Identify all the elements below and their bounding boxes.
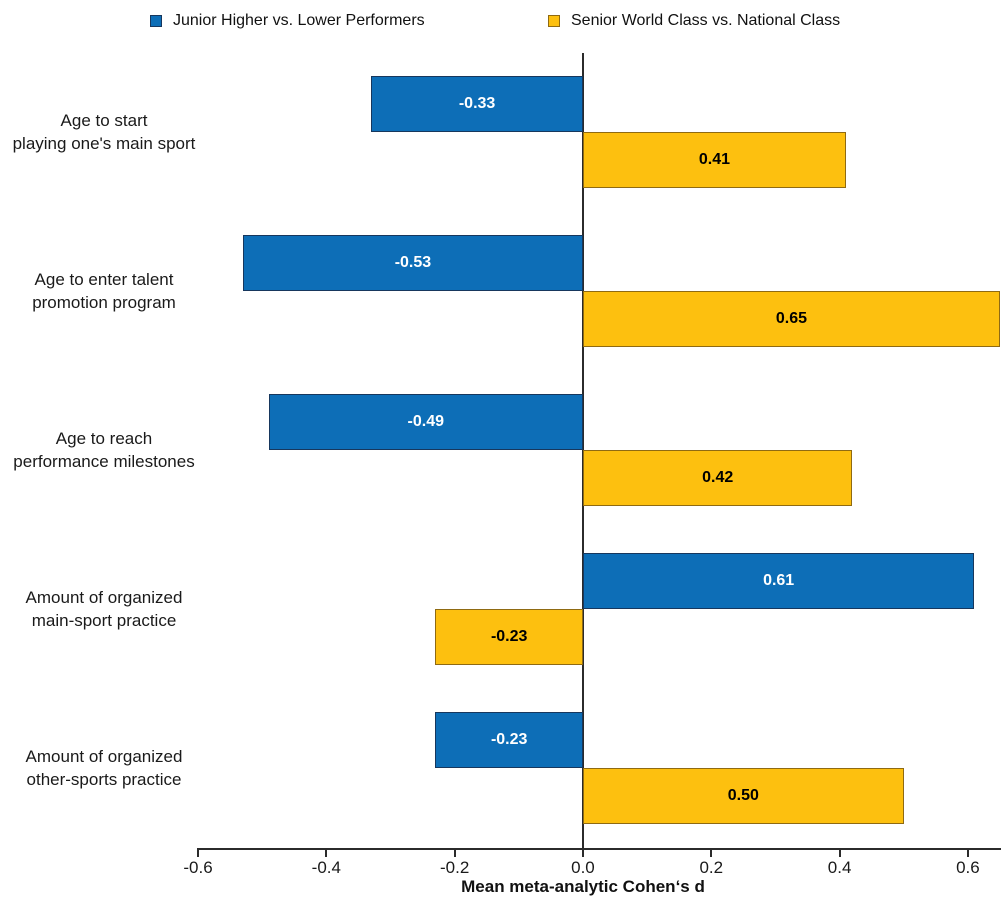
x-axis-tick: [710, 848, 713, 857]
bar-value-label: -0.49: [407, 413, 444, 430]
x-axis-tick: [581, 848, 584, 857]
x-axis-tick-label: 0.6: [956, 858, 980, 877]
bar-value-label: 0.41: [698, 151, 731, 168]
x-axis-line: [198, 848, 1001, 850]
category-label: Age to start playing one's main sport: [12, 111, 196, 153]
legend-swatch-yellow: [548, 15, 560, 27]
bar-value-label: 0.61: [763, 572, 795, 589]
x-axis-tick: [197, 848, 199, 857]
x-axis-tick-label: 0.2: [699, 858, 724, 877]
x-axis-title: Mean meta-analytic Cohen‘s d: [461, 877, 705, 896]
x-axis-tick-label: -0.4: [311, 858, 341, 877]
bar-value-label: -0.53: [394, 254, 432, 271]
legend-item-senior: Senior World Class vs. National Class: [548, 10, 840, 32]
x-axis-tick: [325, 848, 328, 857]
category-label: Age to enter talent promotion program: [32, 270, 176, 312]
bar-junior: 0.61: [582, 553, 975, 609]
bar-value-label: -0.23: [490, 731, 528, 748]
x-axis-tick: [966, 848, 969, 857]
bar-value-label: -0.33: [458, 95, 496, 112]
legend-label: Junior Higher vs. Lower Performers: [173, 12, 425, 29]
legend-label: Senior World Class vs. National Class: [571, 12, 841, 29]
category-label: Amount of organized other-sports practice: [25, 747, 183, 789]
bar-senior: 0.50: [582, 768, 904, 824]
bar-junior: -0.49: [268, 394, 583, 450]
category-label: Amount of organized main-sport practice: [25, 588, 183, 630]
x-axis-tick-label: -0.2: [439, 858, 470, 877]
bar-junior: -0.53: [242, 235, 583, 291]
bar-junior: -0.33: [371, 76, 583, 132]
bar-senior: 0.41: [582, 132, 846, 188]
x-axis-tick-label: 0.0: [571, 858, 595, 877]
bar-senior: 0.65: [582, 291, 1000, 347]
x-axis-tick: [838, 848, 841, 857]
bar-senior: -0.23: [435, 609, 583, 665]
legend-swatch-blue: [150, 15, 162, 27]
legend-item-junior: Junior Higher vs. Lower Performers: [150, 10, 425, 32]
bar-value-label: -0.23: [490, 628, 528, 645]
bar-value-label: 0.50: [727, 787, 759, 804]
bar-junior: -0.23: [435, 712, 583, 768]
category-label: Age to reach performance milestones: [13, 429, 195, 471]
bar-value-label: 0.42: [702, 469, 734, 486]
x-axis-tick-label: -0.6: [183, 858, 213, 877]
x-axis-tick-label: 0.4: [827, 858, 852, 877]
bar-senior: 0.42: [582, 450, 853, 506]
bar-value-label: 0.65: [775, 310, 808, 327]
x-axis-tick: [453, 848, 456, 857]
